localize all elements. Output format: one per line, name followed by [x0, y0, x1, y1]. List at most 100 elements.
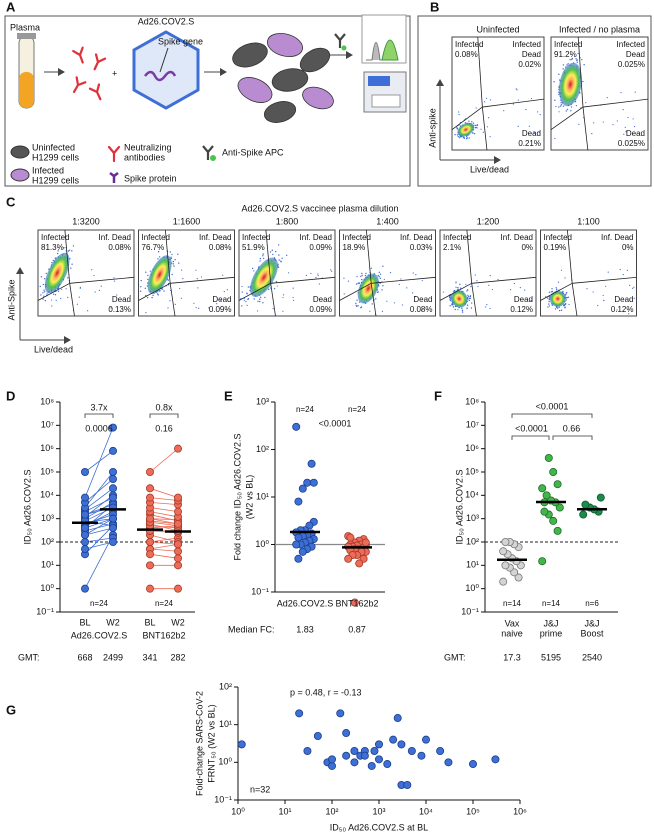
event-dot	[567, 296, 570, 299]
event-dot	[369, 310, 371, 312]
gate-label: Infected	[242, 233, 270, 242]
event-dot	[268, 288, 270, 291]
event-dot	[226, 289, 228, 291]
event-dot	[564, 306, 566, 308]
gate-label: Dead	[614, 295, 633, 304]
event-dot	[51, 305, 53, 307]
y-tick-label: 10²	[256, 444, 269, 454]
event-dot	[264, 296, 266, 299]
y-axis-label: Fold-change SARS-CoV-2	[194, 691, 204, 796]
event-dot	[468, 137, 470, 139]
event-dot	[565, 110, 567, 112]
gate-label: 0%	[622, 243, 634, 252]
event-dot	[355, 302, 357, 305]
bracket	[149, 413, 179, 418]
event-dot	[44, 300, 47, 302]
x-tick-label: W2	[106, 617, 120, 627]
event-dot	[566, 64, 568, 66]
gate-label: Infected	[142, 233, 170, 242]
event-dot	[563, 303, 565, 306]
data-point	[327, 755, 336, 764]
event-dot	[46, 293, 48, 295]
data-point	[499, 547, 508, 556]
gate-line	[582, 107, 589, 151]
gate-label: 0.03%	[410, 243, 433, 252]
gate-line	[370, 283, 377, 317]
event-dot	[467, 296, 470, 298]
event-dot	[282, 310, 284, 312]
event-dot	[129, 295, 131, 297]
event-dot	[530, 299, 532, 302]
event-dot	[465, 135, 468, 138]
dilution-label: 1:3200	[72, 216, 100, 226]
event-dot	[140, 285, 142, 288]
y-tick-label: 10⁰	[218, 757, 232, 767]
event-dot	[586, 288, 588, 290]
event-dot	[456, 134, 459, 136]
event-dot	[524, 289, 526, 291]
summary-label: GMT:	[18, 652, 40, 662]
gate-label: Inf. Dead	[199, 233, 231, 242]
event-dot	[400, 278, 402, 280]
event-dot	[539, 114, 541, 116]
data-point	[538, 484, 547, 493]
event-dot	[605, 285, 607, 288]
event-dot	[633, 297, 635, 299]
data-point	[579, 510, 588, 519]
event-dot	[515, 88, 517, 90]
data-point	[145, 561, 154, 570]
gate-line	[439, 282, 472, 301]
event-dot	[623, 133, 625, 135]
gate-label: Dead	[626, 50, 645, 59]
pair-line	[149, 543, 179, 550]
y-tick-label: 10¹	[219, 719, 232, 729]
event-dot	[57, 290, 60, 292]
y-tick-label: 10⁰	[255, 539, 269, 549]
event-dot	[169, 251, 172, 253]
event-dot	[468, 120, 470, 122]
event-dot	[457, 135, 460, 138]
event-dot	[196, 277, 198, 280]
event-dot	[627, 116, 629, 119]
event-dot	[247, 286, 250, 288]
event-dot	[71, 250, 73, 252]
event-dot	[623, 310, 625, 313]
data-point	[109, 514, 118, 523]
dilution-label: 1:800	[276, 216, 299, 226]
event-dot	[459, 283, 461, 286]
event-dot	[78, 296, 80, 298]
gate-line	[540, 282, 573, 301]
data-point	[360, 751, 369, 760]
event-dot	[577, 52, 579, 55]
event-dot	[554, 137, 556, 140]
gate-label: 0.08%	[108, 243, 131, 252]
event-dot	[241, 291, 243, 293]
x-tick-label: BL	[144, 617, 155, 627]
event-dot	[628, 313, 630, 315]
event-dot	[377, 274, 379, 277]
data-point	[553, 526, 562, 535]
gate-label: Dead	[522, 129, 541, 138]
event-dot	[562, 105, 565, 107]
event-dot	[79, 286, 81, 288]
event-dot	[163, 290, 165, 292]
event-dot	[497, 278, 499, 281]
event-dot	[488, 284, 490, 286]
data-point	[109, 523, 118, 532]
y-tick-label: 10⁵	[40, 466, 54, 476]
event-dot	[616, 309, 618, 311]
apc-icon	[334, 33, 347, 51]
gate-line	[138, 282, 171, 301]
event-dot	[560, 309, 563, 311]
event-dot	[200, 276, 203, 278]
event-dot	[602, 121, 604, 123]
event-dot	[147, 274, 149, 277]
data-point	[361, 538, 370, 547]
data-point	[370, 746, 379, 755]
data-point	[444, 758, 453, 767]
data-point	[145, 550, 154, 559]
event-dot	[317, 275, 319, 277]
event-dot	[476, 124, 479, 126]
event-dot	[356, 299, 358, 301]
